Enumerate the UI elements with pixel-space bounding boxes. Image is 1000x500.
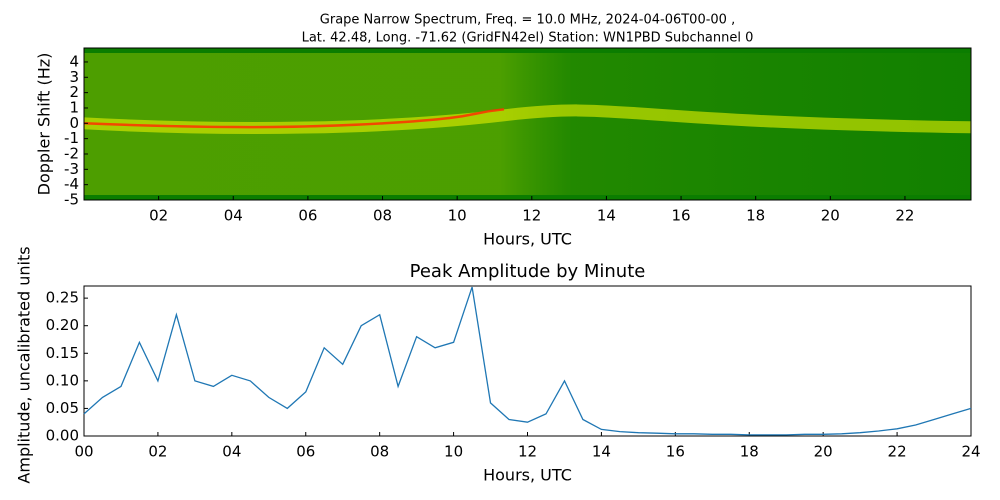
x-tick-label: 20 — [814, 443, 833, 461]
chart-title: Grape Narrow Spectrum, Freq. = 10.0 MHz,… — [320, 13, 735, 28]
x-tick-label: 04 — [222, 443, 241, 461]
y-tick-label: 2 — [69, 83, 79, 101]
y-tick-label: 0.10 — [46, 371, 79, 389]
x-tick-label: 02 — [148, 443, 167, 461]
x-axis-label: Hours, UTC — [483, 466, 572, 485]
x-tick-label: 12 — [518, 443, 537, 461]
data-line — [83, 286, 972, 436]
y-tick-label: -1 — [64, 129, 79, 147]
x-tick-label: 10 — [444, 443, 463, 461]
x-tick-label: 18 — [740, 443, 759, 461]
x-tick-label: 14 — [597, 207, 616, 225]
x-tick-label: 12 — [522, 207, 541, 225]
x-tick-label: 22 — [888, 443, 907, 461]
chart-title: Peak Amplitude by Minute — [410, 261, 646, 282]
x-tick-label: 14 — [592, 443, 611, 461]
x-tick-label: 00 — [74, 443, 93, 461]
x-tick-label: 10 — [448, 207, 467, 225]
x-tick-label: 08 — [373, 207, 392, 225]
x-axis-label: Hours, UTC — [483, 230, 572, 249]
x-tick-label: 02 — [149, 207, 168, 225]
x-tick-label: 20 — [821, 207, 840, 225]
x-tick-label: 16 — [666, 443, 685, 461]
y-tick-label: -2 — [64, 144, 79, 162]
x-tick-label: 06 — [298, 207, 317, 225]
x-tick-label: 08 — [370, 443, 389, 461]
y-tick-label: 4 — [69, 52, 79, 70]
spectrogram-ridge — [83, 108, 505, 129]
y-tick-label: -5 — [64, 191, 79, 209]
y-tick-label: 0.15 — [46, 344, 79, 362]
chart-title: Lat. 42.48, Long. -71.62 (GridFN42el) St… — [302, 31, 754, 46]
y-tick-label: 0.20 — [46, 316, 79, 334]
y-axis-label: Amplitude, uncalibrated units — [15, 246, 34, 483]
x-tick-label: 16 — [672, 207, 691, 225]
x-tick-label: 18 — [746, 207, 765, 225]
y-tick-label: 0.00 — [46, 427, 79, 445]
x-tick-label: 24 — [961, 443, 980, 461]
y-axis-label: Doppler Shift (Hz) — [35, 53, 54, 196]
plot-frame — [83, 47, 972, 201]
y-tick-label: 0.25 — [46, 289, 79, 307]
plot-frame — [83, 285, 972, 437]
y-tick-label: 0.05 — [46, 399, 79, 417]
y-tick-label: 0 — [69, 114, 79, 132]
x-tick-label: 06 — [296, 443, 315, 461]
y-tick-label: -4 — [64, 175, 79, 193]
x-tick-label: 22 — [895, 207, 914, 225]
x-tick-label: 04 — [224, 207, 243, 225]
y-tick-label: 3 — [69, 68, 79, 86]
y-tick-label: -3 — [64, 160, 79, 178]
y-tick-label: 1 — [69, 98, 79, 116]
